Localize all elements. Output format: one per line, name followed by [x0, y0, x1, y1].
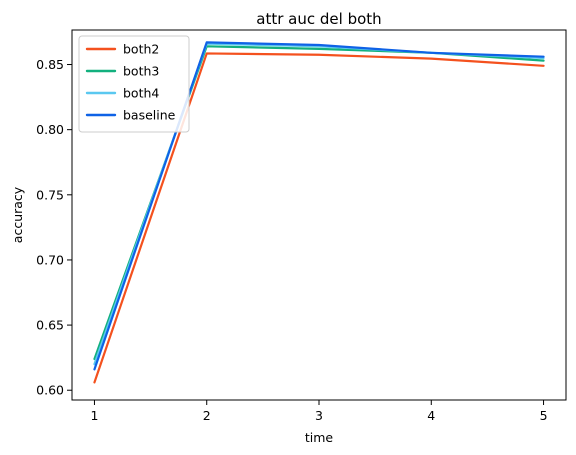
- legend-label-both3: both3: [123, 64, 159, 79]
- legend-label-both4: both4: [123, 86, 159, 101]
- series-line-both2: [93, 52, 545, 384]
- y-tick-label: 0.85: [36, 57, 64, 72]
- y-tick-label: 0.60: [36, 383, 64, 398]
- x-tick-label: 4: [427, 408, 435, 423]
- y-axis: 0.60 0.65 0.70 0.75 0.80 0.85: [36, 57, 72, 398]
- legend: both2 both3 both4 baseline: [78, 35, 190, 133]
- x-tick-label: 3: [315, 408, 323, 423]
- y-tick-label: 0.80: [36, 122, 64, 137]
- x-tick-label: 2: [203, 408, 211, 423]
- chart-title: attr auc del both: [256, 10, 381, 28]
- series-line-baseline: [93, 41, 545, 371]
- x-tick-label: 1: [90, 408, 98, 423]
- y-tick-label: 0.70: [36, 252, 64, 267]
- y-tick-label: 0.65: [36, 318, 64, 333]
- x-tick-label: 5: [540, 408, 548, 423]
- x-axis: 1 2 3 4 5: [90, 400, 548, 423]
- x-axis-label: time: [305, 430, 334, 445]
- y-tick-label: 0.75: [36, 187, 64, 202]
- legend-box: [78, 35, 190, 133]
- series-layer: [93, 41, 545, 384]
- y-axis-label: accuracy: [10, 186, 25, 243]
- legend-label-baseline: baseline: [123, 108, 176, 123]
- plot-frame: [71, 29, 567, 401]
- legend-label-both2: both2: [123, 42, 159, 57]
